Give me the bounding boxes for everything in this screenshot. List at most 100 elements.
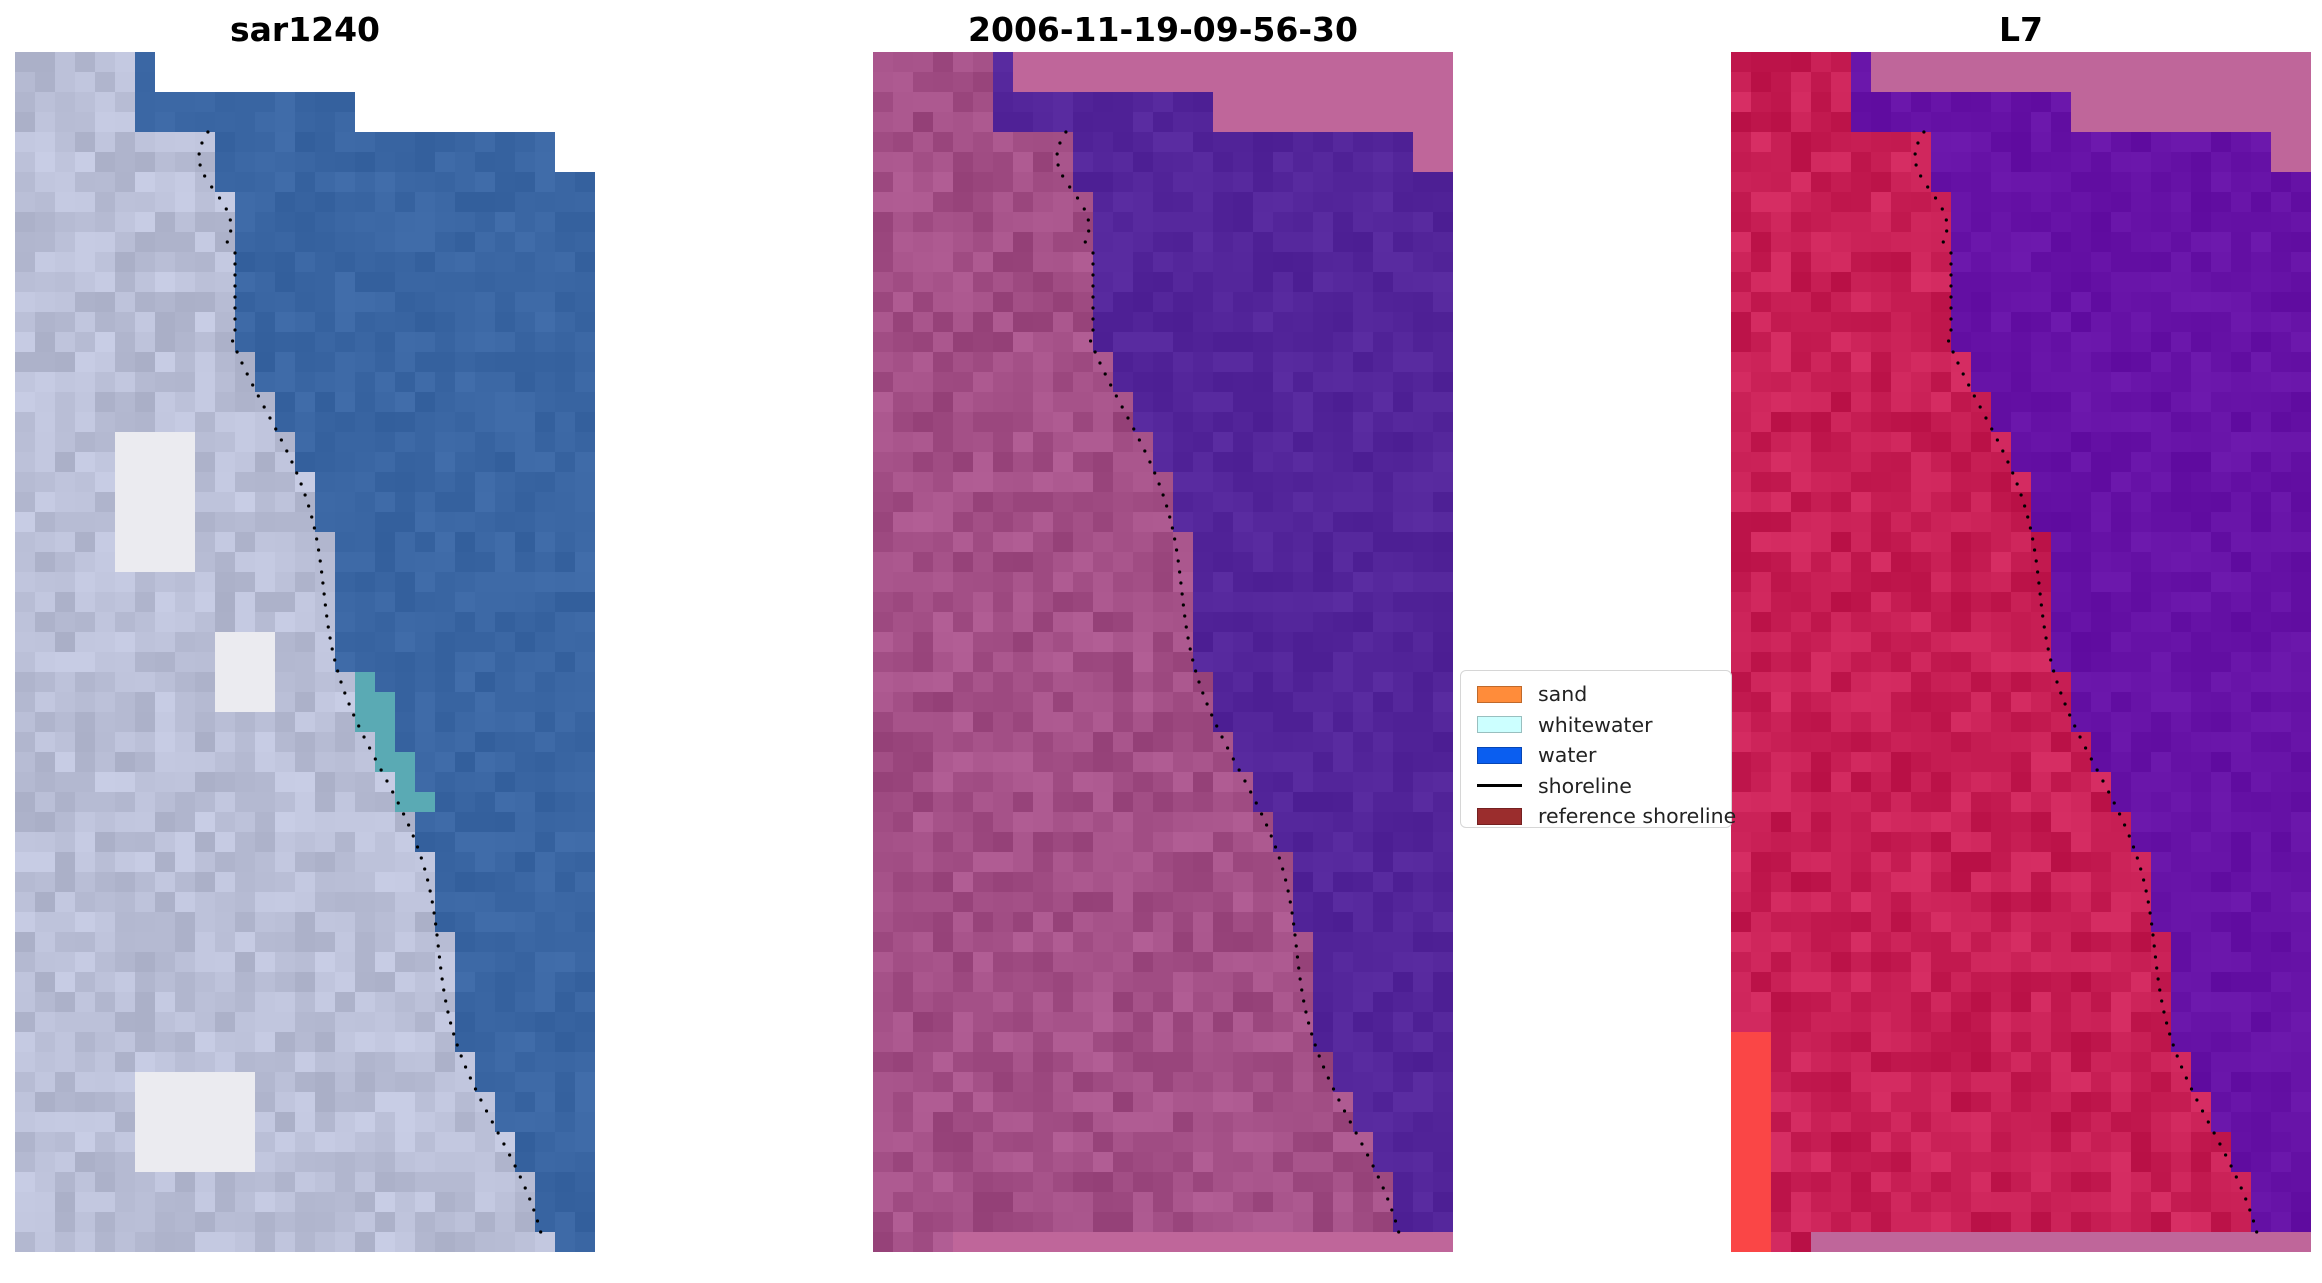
raster-pixel xyxy=(2191,392,2212,413)
raster-pixel xyxy=(1213,92,1234,113)
raster-pixel xyxy=(2291,332,2311,353)
raster-pixel xyxy=(395,912,416,933)
raster-pixel xyxy=(15,932,36,953)
raster-pixel xyxy=(2071,632,2092,653)
raster-pixel xyxy=(973,932,994,953)
raster-pixel xyxy=(1851,252,1872,273)
raster-pixel xyxy=(135,1172,156,1193)
raster-pixel xyxy=(2091,92,2112,113)
raster-pixel xyxy=(1293,492,1314,513)
raster-pixel xyxy=(893,352,914,373)
raster-pixel xyxy=(295,672,316,693)
raster-pixel xyxy=(175,432,196,453)
raster-pixel xyxy=(1153,812,1174,833)
raster-pixel xyxy=(2011,612,2032,633)
raster-pixel xyxy=(455,552,476,573)
raster-pixel xyxy=(455,572,476,593)
raster-pixel xyxy=(1931,432,1952,453)
raster-pixel xyxy=(973,852,994,873)
raster-pixel xyxy=(1911,492,1932,513)
raster-pixel xyxy=(535,152,556,173)
raster-pixel xyxy=(175,472,196,493)
raster-pixel xyxy=(2111,592,2132,613)
raster-pixel xyxy=(1133,452,1154,473)
raster-pixel xyxy=(2131,272,2152,293)
raster-pixel xyxy=(1273,412,1294,433)
raster-pixel xyxy=(1113,52,1134,73)
raster-pixel xyxy=(1013,632,1034,653)
raster-pixel xyxy=(2131,612,2152,633)
raster-pixel xyxy=(1731,372,1752,393)
raster-pixel xyxy=(555,472,576,493)
raster-pixel xyxy=(495,1212,516,1233)
raster-pixel xyxy=(315,452,336,473)
raster-pixel xyxy=(2031,732,2052,753)
raster-pixel xyxy=(1093,212,1114,233)
raster-pixel xyxy=(2191,232,2212,253)
raster-pixel xyxy=(2071,732,2092,753)
raster-pixel xyxy=(55,172,76,193)
raster-pixel xyxy=(1293,752,1314,773)
raster-pixel xyxy=(1093,512,1114,533)
raster-pixel xyxy=(2291,152,2311,173)
raster-pixel xyxy=(1273,832,1294,853)
raster-pixel xyxy=(1113,1092,1134,1113)
raster-pixel xyxy=(395,592,416,613)
raster-pixel xyxy=(1373,372,1394,393)
raster-pixel xyxy=(2131,652,2152,673)
raster-pixel xyxy=(1133,252,1154,273)
raster-pixel xyxy=(515,372,536,393)
raster-pixel xyxy=(1073,1172,1094,1193)
raster-pixel xyxy=(1173,592,1194,613)
raster-pixel xyxy=(2251,52,2272,73)
raster-pixel xyxy=(2271,192,2292,213)
raster-pixel xyxy=(75,792,96,813)
raster-pixel xyxy=(2211,472,2232,493)
raster-pixel xyxy=(993,392,1014,413)
raster-pixel xyxy=(115,372,136,393)
raster-pixel xyxy=(1373,1072,1394,1093)
raster-pixel xyxy=(1373,1132,1394,1153)
raster-pixel xyxy=(1173,1212,1194,1233)
raster-pixel xyxy=(1193,52,1214,73)
raster-pixel xyxy=(435,612,456,633)
raster-pixel xyxy=(2011,52,2032,73)
shoreline-dot xyxy=(326,625,330,629)
shoreline-dot xyxy=(1183,614,1187,618)
raster-pixel xyxy=(1333,272,1354,293)
raster-pixel xyxy=(1771,692,1792,713)
raster-pixel xyxy=(375,912,396,933)
raster-pixel xyxy=(1253,692,1274,713)
raster-pixel xyxy=(1811,952,1832,973)
raster-pixel xyxy=(95,232,116,253)
raster-pixel xyxy=(1991,732,2012,753)
raster-pixel xyxy=(933,392,954,413)
raster-pixel xyxy=(1073,172,1094,193)
raster-pixel xyxy=(1053,872,1074,893)
raster-pixel xyxy=(55,432,76,453)
raster-pixel xyxy=(1811,352,1832,373)
raster-pixel xyxy=(415,552,436,573)
raster-pixel xyxy=(95,992,116,1013)
raster-pixel xyxy=(1791,332,1812,353)
raster-pixel xyxy=(1931,952,1952,973)
raster-pixel xyxy=(175,592,196,613)
raster-pixel xyxy=(1851,972,1872,993)
raster-pixel xyxy=(335,612,356,633)
raster-pixel xyxy=(15,772,36,793)
raster-pixel xyxy=(515,952,536,973)
raster-pixel xyxy=(515,332,536,353)
raster-pixel xyxy=(415,372,436,393)
raster-pixel xyxy=(2271,732,2292,753)
raster-pixel xyxy=(1333,312,1354,333)
raster-pixel xyxy=(295,272,316,293)
raster-pixel xyxy=(195,892,216,913)
raster-pixel xyxy=(1113,652,1134,673)
raster-pixel xyxy=(1333,852,1354,873)
raster-pixel xyxy=(1931,652,1952,673)
raster-pixel xyxy=(2211,572,2232,593)
raster-pixel xyxy=(555,892,576,913)
raster-pixel xyxy=(1273,272,1294,293)
raster-pixel xyxy=(195,432,216,453)
raster-pixel xyxy=(1811,972,1832,993)
